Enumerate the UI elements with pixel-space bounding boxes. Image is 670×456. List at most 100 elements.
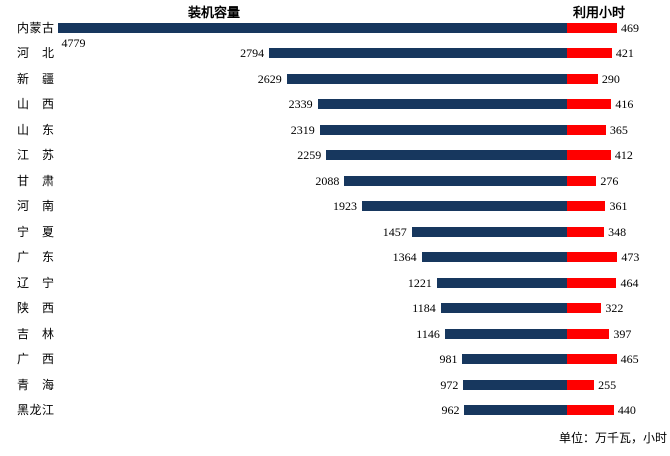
left-axis-title: 装机容量 (188, 5, 241, 20)
capacity-value: 1184 (412, 301, 436, 316)
hours-value: 464 (620, 275, 639, 290)
chart-row: 吉林 1146 397 (0, 326, 670, 355)
hours-bar (567, 303, 602, 314)
hours-value: 416 (615, 97, 634, 112)
capacity-bar (344, 175, 567, 186)
category-label: 吉林 (17, 326, 54, 341)
chart-row: 新疆 2629 290 (0, 71, 670, 100)
capacity-bar (57, 22, 567, 33)
capacity-value: 1364 (392, 250, 417, 265)
capacity-value: 2088 (315, 173, 340, 188)
category-label: 河南 (17, 199, 54, 214)
category-label: 山东 (17, 122, 54, 137)
capacity-value: 2794 (240, 46, 265, 61)
hours-value: 348 (608, 224, 627, 239)
hours-bar (567, 124, 606, 135)
chart-row: 黑龙江 962 440 (0, 403, 670, 431)
capacity-value: 1146 (416, 326, 440, 341)
capacity-bar (269, 48, 567, 59)
hours-bar (567, 277, 617, 288)
chart-row: 广东 1364 473 (0, 250, 670, 278)
chart-row: 河北 2794 421 (0, 46, 670, 74)
chart-row: 宁夏 1457 348 (0, 224, 670, 253)
hours-bar (567, 405, 614, 416)
category-label: 山西 (17, 97, 54, 112)
capacity-bar (421, 252, 567, 263)
hours-bar (567, 328, 610, 339)
category-label: 内蒙古 (17, 20, 54, 35)
category-label: 江苏 (17, 148, 54, 163)
hours-bar (567, 379, 595, 390)
hours-value: 365 (609, 122, 628, 137)
capacity-value: 981 (439, 352, 458, 367)
capacity-bar (463, 379, 567, 390)
category-label: 陕西 (17, 301, 54, 316)
hours-bar (567, 99, 612, 110)
chart-row: 河南 1923 361 (0, 199, 670, 227)
right-axis-title: 利用小时 (573, 5, 626, 20)
category-label: 宁夏 (17, 224, 54, 239)
capacity-bar (319, 124, 567, 135)
hours-bar (567, 22, 617, 33)
hours-bar (567, 252, 618, 263)
hours-bar (567, 226, 605, 237)
category-label: 甘肃 (17, 173, 54, 188)
capacity-bar (411, 226, 567, 237)
category-label: 黑龙江 (17, 403, 54, 418)
chart-row: 甘肃 2088 276 (0, 173, 670, 202)
capacity-bar (464, 405, 567, 416)
bars-area: 内蒙古 4779 469 河北 2794 421 新疆 2629 290 山西 2339 416 山东 2… (0, 20, 670, 431)
capacity-value: 2259 (297, 148, 322, 163)
capacity-bar (440, 303, 567, 314)
capacity-value: 2629 (257, 71, 282, 86)
hours-value: 361 (609, 199, 628, 214)
category-label: 河北 (17, 46, 54, 61)
chart-row: 辽宁 1221 464 (0, 275, 670, 304)
hours-value: 465 (620, 352, 639, 367)
hours-value: 322 (605, 301, 624, 316)
hours-bar (567, 201, 606, 212)
hours-value: 473 (621, 250, 640, 265)
capacity-bar (436, 277, 567, 288)
capacity-bar (326, 150, 567, 161)
chart-row: 山西 2339 416 (0, 97, 670, 125)
chart-row: 内蒙古 4779 469 (0, 20, 670, 50)
capacity-value: 1923 (333, 199, 358, 214)
category-label: 广西 (17, 352, 54, 367)
hours-bar (567, 73, 598, 84)
hours-value: 276 (600, 173, 619, 188)
chart-row: 青海 972 255 (0, 377, 670, 406)
capacity-bar (362, 201, 567, 212)
capacity-value: 2319 (290, 122, 315, 137)
capacity-bar (286, 73, 567, 84)
hours-value: 290 (601, 71, 620, 86)
capacity-value: 972 (440, 377, 459, 392)
capacity-value: 962 (441, 403, 460, 418)
hours-bar (567, 354, 617, 365)
hours-bar (567, 175, 597, 186)
chart-row: 广西 981 465 (0, 352, 670, 380)
category-label: 青海 (17, 377, 54, 392)
hours-bar (567, 48, 612, 59)
hours-value: 397 (613, 326, 632, 341)
capacity-value: 1221 (407, 275, 432, 290)
chart-row: 陕西 1184 322 (0, 301, 670, 329)
capacity-bar (317, 99, 567, 110)
capacity-value: 2339 (288, 97, 313, 112)
category-label: 辽宁 (17, 275, 54, 290)
chart-row: 山东 2319 365 (0, 122, 670, 151)
capacity-value: 1457 (382, 224, 407, 239)
category-label: 广东 (17, 250, 54, 265)
hours-value: 469 (620, 20, 639, 35)
capacity-bar (444, 328, 567, 339)
unit-note: 单位：万千瓦，小时 (558, 431, 667, 445)
hours-value: 440 (617, 403, 636, 418)
hours-value: 255 (598, 377, 617, 392)
capacity-bar (462, 354, 567, 365)
hours-value: 412 (614, 148, 633, 163)
hours-bar (567, 150, 611, 161)
capacity-value: 4779 (61, 35, 86, 50)
category-label: 新疆 (17, 71, 54, 86)
hours-value: 421 (615, 46, 634, 61)
